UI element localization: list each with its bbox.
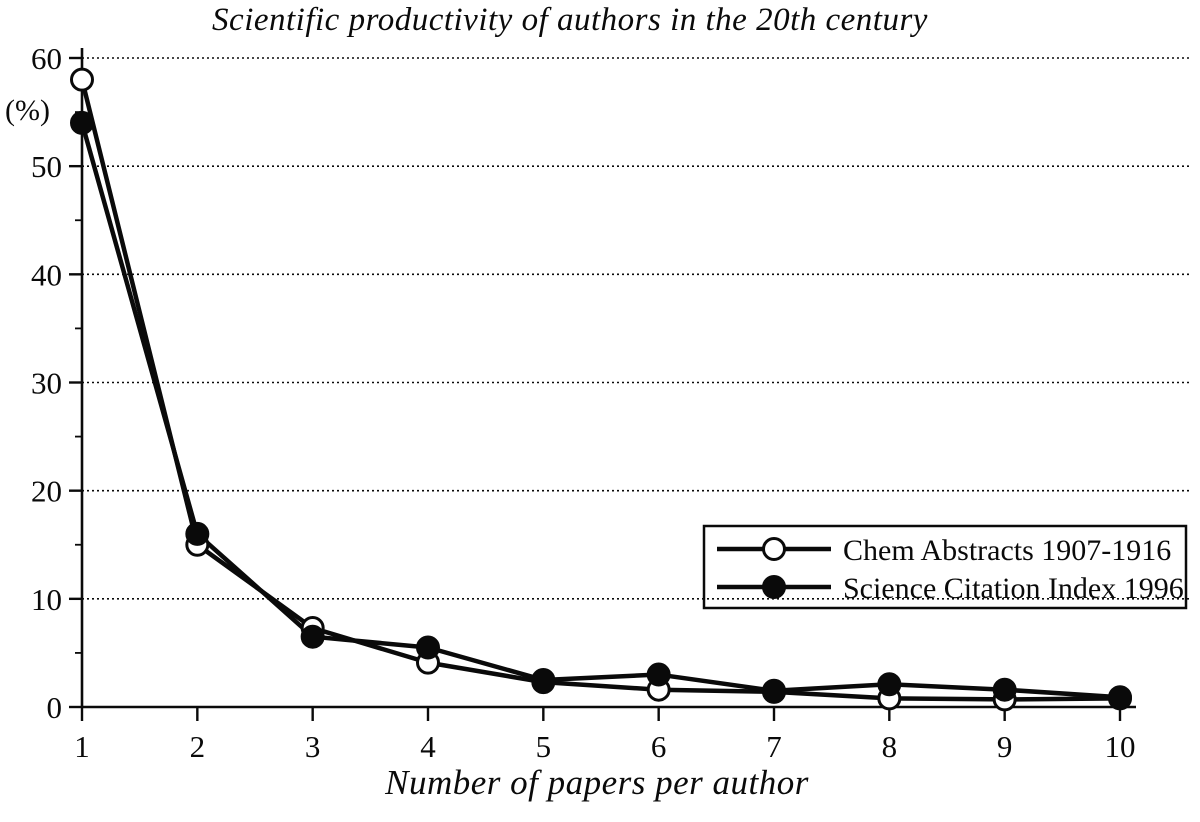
legend-marker-open-circle [762, 537, 786, 561]
x-axis-title: Number of papers per author [385, 763, 809, 802]
legend-label: Chem Abstracts 1907-1916 [843, 534, 1171, 567]
data-point-filled-circle [762, 678, 786, 703]
x-tick-label: 2 [190, 729, 206, 764]
data-point-filled-circle [992, 677, 1017, 702]
x-tick-label: 7 [766, 729, 782, 764]
y-tick-label: 10 [31, 582, 62, 617]
data-point-filled-circle [531, 667, 556, 692]
data-point-filled-circle [70, 110, 94, 135]
x-tick-label: 9 [997, 729, 1013, 764]
x-tick-label: 10 [1105, 729, 1136, 764]
data-point-filled-circle [300, 624, 325, 649]
x-tick-label: 4 [420, 729, 436, 764]
y-tick-label: 60 [31, 41, 62, 76]
y-tick-label: 40 [31, 257, 62, 292]
y-axis-unit-label: (%) [5, 94, 50, 127]
x-tick-label: 1 [74, 729, 90, 764]
series-line-1 [79, 122, 1121, 700]
y-tick-label: 50 [31, 149, 62, 184]
legend-label: Science Citation Index 1996 [843, 572, 1184, 605]
data-point-filled-circle [646, 662, 671, 687]
x-tick-label: 6 [651, 729, 667, 764]
x-tick-label: 8 [882, 729, 898, 764]
data-point-filled-circle [877, 672, 902, 697]
y-tick-label: 20 [31, 474, 62, 509]
data-point-filled-circle [416, 635, 440, 660]
y-tick-label: 0 [47, 690, 63, 725]
data-point-open-circle [70, 67, 94, 92]
legend-marker-filled-circle [762, 575, 786, 599]
x-tick-label: 5 [536, 729, 552, 764]
data-point-filled-circle [1108, 685, 1132, 710]
series-line-0 [79, 79, 1121, 702]
x-tick-label: 3 [305, 729, 321, 764]
data-point-filled-circle [185, 521, 210, 546]
y-tick-label: 30 [31, 366, 62, 401]
legend-box [702, 524, 1188, 610]
chart-title: Scientific productivity of authors in th… [212, 2, 928, 38]
